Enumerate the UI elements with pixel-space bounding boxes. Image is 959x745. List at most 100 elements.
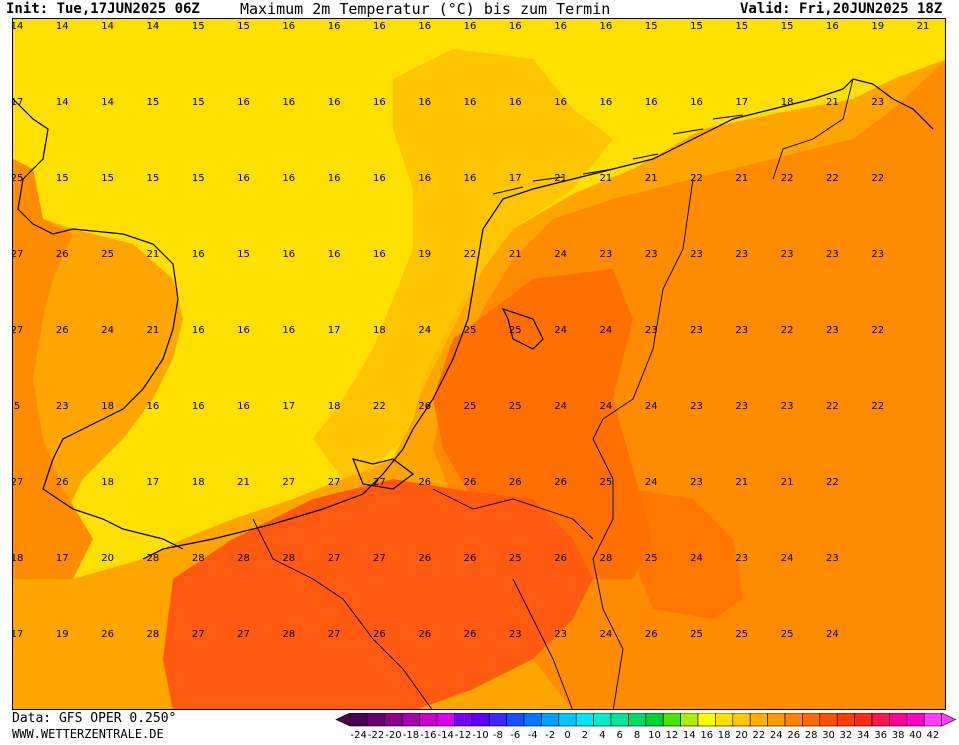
temperature-value: 27 xyxy=(192,629,205,640)
scale-swatch xyxy=(558,712,577,727)
scale-tick-label: 36 xyxy=(874,730,887,741)
temperature-value: 16 xyxy=(554,97,567,108)
temperature-value: 25 xyxy=(464,325,477,336)
temperature-value: 25 xyxy=(645,553,658,564)
temperature-value: 26 xyxy=(509,477,522,488)
scale-swatch xyxy=(749,712,768,727)
temperature-value: 14 xyxy=(147,21,160,32)
temperature-value: 15 xyxy=(237,21,250,32)
scale-tick-label: 2 xyxy=(582,730,588,741)
temperature-value: 22 xyxy=(826,173,839,184)
temperature-value: 19 xyxy=(418,249,431,260)
temperature-value: 28 xyxy=(192,553,205,564)
temperature-value: 23 xyxy=(735,249,748,260)
temperature-value: 15 xyxy=(101,173,114,184)
scale-swatch xyxy=(906,712,925,727)
temperature-value: 15 xyxy=(192,97,205,108)
temperature-value: 26 xyxy=(464,629,477,640)
scale-swatch xyxy=(889,712,908,727)
temperature-value: 16 xyxy=(192,249,205,260)
scale-tick-label: -18 xyxy=(403,730,419,741)
scale-tick-label: 24 xyxy=(770,730,783,741)
temperature-value: 16 xyxy=(826,21,839,32)
temperature-value: 15 xyxy=(645,21,658,32)
temperature-value: 16 xyxy=(418,173,431,184)
temperature-value: 18 xyxy=(373,325,386,336)
temperature-value: 25 xyxy=(509,325,522,336)
temperature-value: 14 xyxy=(101,21,114,32)
temperature-value: 16 xyxy=(464,97,477,108)
temperature-value: 27 xyxy=(13,325,23,336)
lux-border xyxy=(512,578,573,709)
scale-swatch xyxy=(662,712,681,727)
scale-tick-label: -22 xyxy=(368,730,384,741)
temperature-value: 23 xyxy=(735,325,748,336)
scale-tick-label: 42 xyxy=(927,730,940,741)
temperature-value: 28 xyxy=(282,629,295,640)
temperature-value: 16 xyxy=(192,401,205,412)
scale-tick-label: -12 xyxy=(455,730,471,741)
temperature-band-yellow-orange xyxy=(313,49,613,479)
temperature-value: 25 xyxy=(781,629,794,640)
temperature-value: 24 xyxy=(418,325,431,336)
temperature-band-orange-west xyxy=(13,159,93,579)
scale-swatch xyxy=(471,712,490,727)
temperature-value: 28 xyxy=(147,629,160,640)
temperature-value: 25 xyxy=(101,249,114,260)
temperature-value: 16 xyxy=(373,21,386,32)
temperature-value: 23 xyxy=(826,325,839,336)
temperature-value: 16 xyxy=(282,21,295,32)
temperature-value: 24 xyxy=(554,325,567,336)
scale-arrow-high xyxy=(941,712,957,727)
temperature-band-orange-southeast xyxy=(633,489,743,619)
scale-tick-label: 18 xyxy=(718,730,731,741)
temperature-value: 21 xyxy=(826,97,839,108)
scale-tick-label: 8 xyxy=(634,730,640,741)
data-source-label: Data: GFS OPER 0.250° xyxy=(12,711,177,726)
temperature-value: 16 xyxy=(237,97,250,108)
temperature-value: 24 xyxy=(826,629,839,640)
temperature-value: 23 xyxy=(781,401,794,412)
scale-tick-label: 40 xyxy=(909,730,922,741)
temperature-value: 17 xyxy=(147,477,160,488)
scale-swatch xyxy=(610,712,629,727)
temperature-value: 22 xyxy=(373,401,386,412)
temperature-value: 19 xyxy=(871,21,884,32)
scale-tick-label: -6 xyxy=(510,730,520,741)
color-scale-legend: -24 -22 -20 -18 -16 -14 -12 -10 -8 -6 -4 -2 0 2 4 6 8 10 1… xyxy=(334,712,958,741)
scale-tick-label: -16 xyxy=(420,730,436,741)
temperature-value: 22 xyxy=(826,477,839,488)
temperature-value: 15 xyxy=(690,21,703,32)
temperature-value: 27 xyxy=(13,249,23,260)
temperature-value: 26 xyxy=(56,325,69,336)
temperature-value: 22 xyxy=(690,173,703,184)
map-canvas: 14 14 14 14 15 15 16 16 16 16 16 16 16 16 15 15 15 15 16 19… xyxy=(13,19,945,709)
scale-tick-label: -24 xyxy=(351,730,367,741)
temperature-value: 17 xyxy=(735,97,748,108)
temperature-value: 23 xyxy=(554,629,567,640)
temperature-value: 18 xyxy=(101,401,114,412)
temperature-value: 25 xyxy=(509,401,522,412)
scale-tick-label: -4 xyxy=(528,730,538,741)
temperature-value: 27 xyxy=(328,553,341,564)
temperature-value: 26 xyxy=(554,477,567,488)
temperature-value: 23 xyxy=(690,325,703,336)
temperature-value: 15 xyxy=(192,21,205,32)
temperature-value: 27 xyxy=(373,477,386,488)
temperature-value: 26 xyxy=(554,553,567,564)
temperature-value: 18 xyxy=(328,401,341,412)
temperature-value: 25 xyxy=(13,173,23,184)
temperature-band-red-orange xyxy=(163,479,593,709)
scale-tick-label: 28 xyxy=(805,730,818,741)
temperature-value: 22 xyxy=(781,325,794,336)
temperature-value: 26 xyxy=(56,477,69,488)
website-label: WWW.WETTERZENTRALE.DE xyxy=(12,727,164,741)
temperature-value: 16 xyxy=(237,325,250,336)
temperature-value: 15 xyxy=(735,21,748,32)
temperature-value: 16 xyxy=(192,325,205,336)
fr-be-border xyxy=(252,518,433,709)
temperature-band-yellow xyxy=(13,19,945,579)
scale-swatch xyxy=(436,712,455,727)
temperature-value: 16 xyxy=(418,97,431,108)
temperature-value: 18 xyxy=(13,553,23,564)
